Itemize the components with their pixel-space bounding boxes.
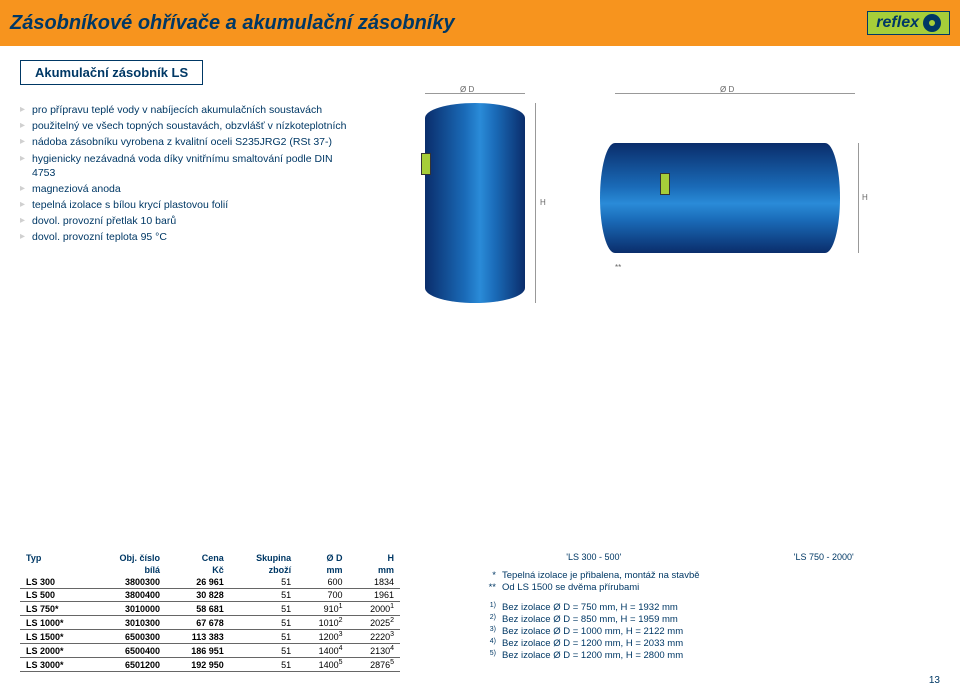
feature-bullet: dovol. provozní teplota 95 °C <box>20 230 350 244</box>
feature-bullet: magneziová anoda <box>20 182 350 196</box>
note-line: 1)Bez izolace Ø D = 750 mm, H = 1932 mm <box>480 602 940 613</box>
diagram-caption-right: 'LS 750 - 2000' <box>794 552 854 562</box>
diagram-caption-left: 'LS 300 - 500' <box>566 552 621 562</box>
th-obj2: bílá <box>91 564 166 576</box>
th-cena2: Kč <box>166 564 230 576</box>
diagram-vertical-tank: Ø D H <box>370 103 580 303</box>
anode-icon <box>421 153 431 175</box>
brand-logo-text: reflex <box>876 14 919 32</box>
table-row: LS 1500*6500300113 383511200322203 <box>20 630 400 644</box>
th-h2: mm <box>349 564 400 576</box>
th-d2: mm <box>297 564 348 576</box>
th-obj: Obj. číslo <box>91 552 166 564</box>
section-subtitle: Akumulační zásobník LS <box>20 60 203 85</box>
page-title: Zásobníkové ohřívače a akumulační zásobn… <box>10 12 455 35</box>
diagram-horizontal-tank: Ø D ** H <box>600 103 870 303</box>
feature-list: pro přípravu teplé vody v nabíjecích aku… <box>20 103 350 303</box>
feature-bullet: tepelná izolace s bílou krycí plastovou … <box>20 198 350 212</box>
notes-block: 'LS 300 - 500' 'LS 750 - 2000' *Tepelná … <box>480 552 940 662</box>
th-h: H <box>349 552 400 564</box>
note-line: **Od LS 1500 se dvěma přírubami <box>480 582 940 593</box>
table-row: LS 2000*6500400186 951511400421304 <box>20 644 400 658</box>
page-number: 13 <box>929 675 940 686</box>
page-header: Zásobníkové ohřívače a akumulační zásobn… <box>0 0 960 46</box>
feature-bullet: nádoba zásobníku vyrobena z kvalitní oce… <box>20 135 350 149</box>
spec-table: Typ Obj. číslo Cena Skupina Ø D H bílá K… <box>20 552 400 672</box>
note-line: 4)Bez izolace Ø D = 1200 mm, H = 2033 mm <box>480 638 940 649</box>
table-row: LS 1000*301030067 678511010220252 <box>20 616 400 630</box>
note-line: *Tepelná izolace je přibalena, montáž na… <box>480 570 940 581</box>
th-typ: Typ <box>20 552 91 564</box>
dim-h-label: H <box>540 198 546 207</box>
anode-icon-2 <box>660 173 670 195</box>
table-row: LS 3000*6501200192 950511400528765 <box>20 658 400 672</box>
th-sk2: zboží <box>230 564 297 576</box>
feature-bullet: pro přípravu teplé vody v nabíjecích aku… <box>20 103 350 117</box>
note-line: 5)Bez izolace Ø D = 1200 mm, H = 2800 mm <box>480 650 940 661</box>
table-row: LS 750*301000058 68151910120001 <box>20 602 400 616</box>
dim-star-label: ** <box>615 263 621 272</box>
note-line: 3)Bez izolace Ø D = 1000 mm, H = 2122 mm <box>480 626 940 637</box>
feature-bullet: dovol. provozní přetlak 10 barů <box>20 214 350 228</box>
brand-logo-icon <box>923 14 941 32</box>
th-sk: Skupina <box>230 552 297 564</box>
th-cena: Cena <box>166 552 230 564</box>
table-row: LS 500380040030 828517001961 <box>20 589 400 602</box>
feature-bullet: hygienicky nezávadná voda díky vnitřnímu… <box>20 152 350 180</box>
brand-logo: reflex <box>867 11 950 35</box>
table-row: LS 300380030026 961516001834 <box>20 576 400 589</box>
dim-h-label-2: H <box>862 193 868 202</box>
note-line: 2)Bez izolace Ø D = 850 mm, H = 1959 mm <box>480 614 940 625</box>
feature-bullet: použitelný ve všech topných soustavách, … <box>20 119 350 133</box>
th-d: Ø D <box>297 552 348 564</box>
